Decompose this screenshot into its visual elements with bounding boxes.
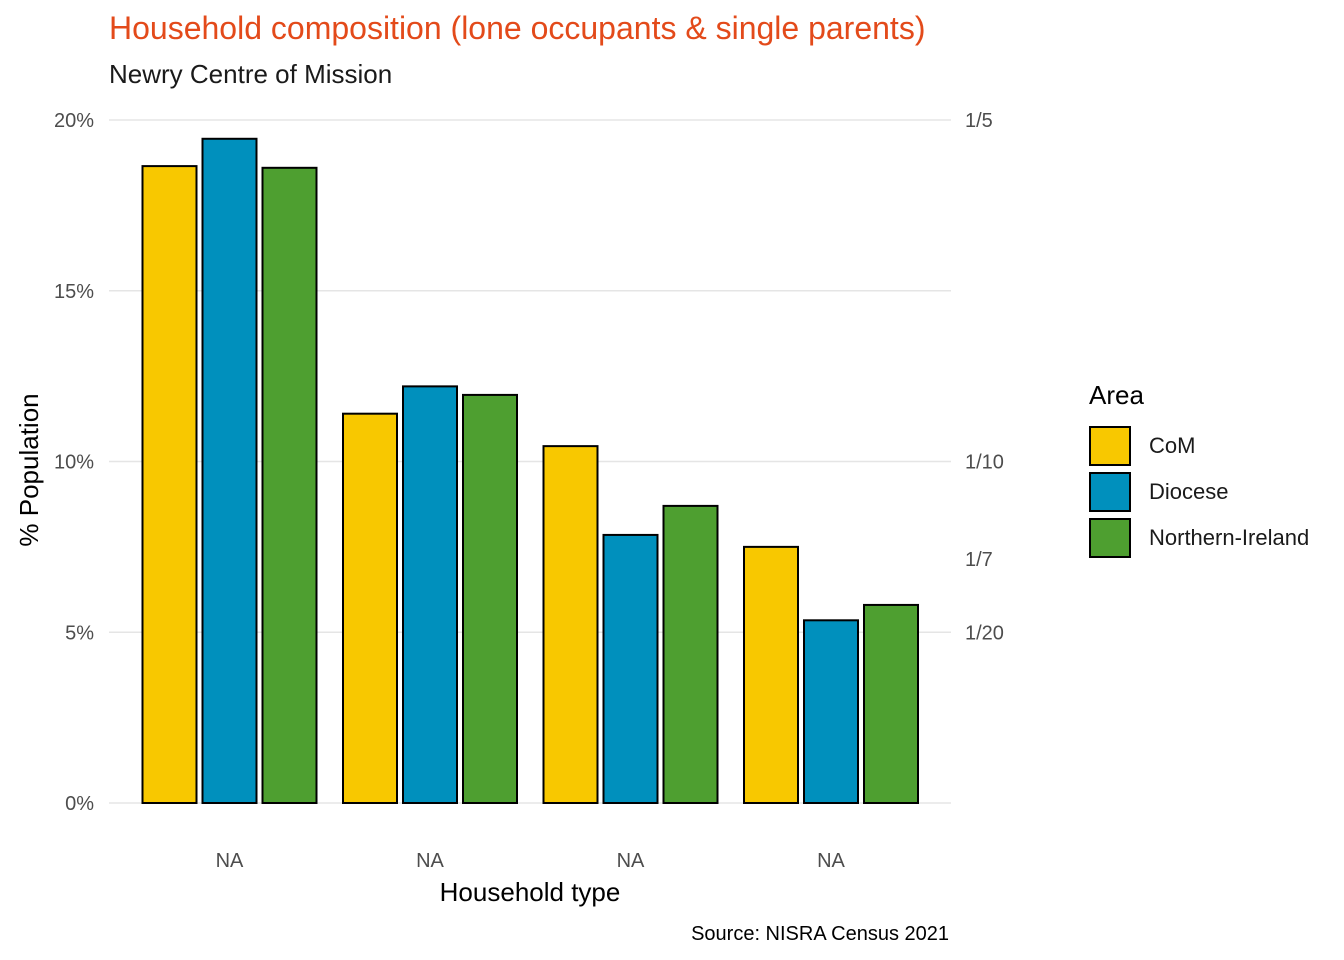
chart-title: Household composition (lone occupants & … (109, 10, 926, 46)
legend-item-diocese: Diocese (1089, 469, 1309, 515)
y-tick-label: 0% (65, 793, 94, 815)
legend-label-northern-ireland: Northern-Ireland (1149, 525, 1310, 550)
bar-diocese (201, 137, 258, 805)
y2-axis-ticks: 1/20 1/7 1/10 1/5 (965, 110, 1004, 644)
chart-subtitle: Newry Centre of Mission (109, 59, 393, 89)
source-caption: Source: NISRA Census 2021 (691, 923, 949, 945)
bar-com (743, 545, 799, 804)
x-tick-label: NA (617, 850, 645, 872)
y-tick-label: 10% (54, 452, 94, 474)
y2-tick-label: 1/5 (965, 110, 993, 132)
x-axis-title: Household type (440, 877, 621, 907)
bar-diocese (602, 533, 659, 804)
legend-label-com: CoM (1149, 433, 1196, 458)
bar-diocese (803, 619, 859, 804)
legend-swatch-northern-ireland (1089, 518, 1131, 558)
y-tick-label: 5% (65, 622, 94, 644)
bars (141, 137, 919, 805)
bar-com (141, 165, 198, 805)
bar-northern-ireland (863, 603, 919, 804)
x-tick-label: NA (416, 850, 444, 872)
y2-tick-label: 1/20 (965, 622, 1004, 644)
bar-northern-ireland (462, 393, 518, 804)
bar-com (542, 445, 599, 804)
y-tick-label: 20% (54, 110, 94, 132)
x-tick-label: NA (216, 850, 244, 872)
y2-tick-label: 1/7 (965, 549, 993, 571)
legend-item-com: CoM (1089, 423, 1309, 469)
legend-swatch-diocese (1089, 472, 1131, 512)
legend-label-diocese: Diocese (1149, 479, 1229, 504)
x-axis-ticks: NA NA NA NA (216, 850, 846, 872)
bar-northern-ireland (261, 166, 318, 804)
y-tick-label: 15% (54, 281, 94, 303)
legend-title: Area (1089, 380, 1144, 410)
legend-item-northern-ireland: Northern-Ireland (1089, 515, 1309, 561)
bar-northern-ireland (662, 504, 719, 804)
y2-tick-label: 1/10 (965, 452, 1004, 474)
bar-diocese (402, 385, 458, 804)
legend: Area CoM Diocese Northern-Ireland (1089, 380, 1309, 561)
y-axis-ticks: 0% 5% 10% 15% 20% (54, 110, 94, 815)
legend-swatch-com (1089, 426, 1131, 466)
bar-com (342, 412, 398, 804)
x-tick-label: NA (817, 850, 845, 872)
y-axis-title: % Population (14, 393, 44, 546)
